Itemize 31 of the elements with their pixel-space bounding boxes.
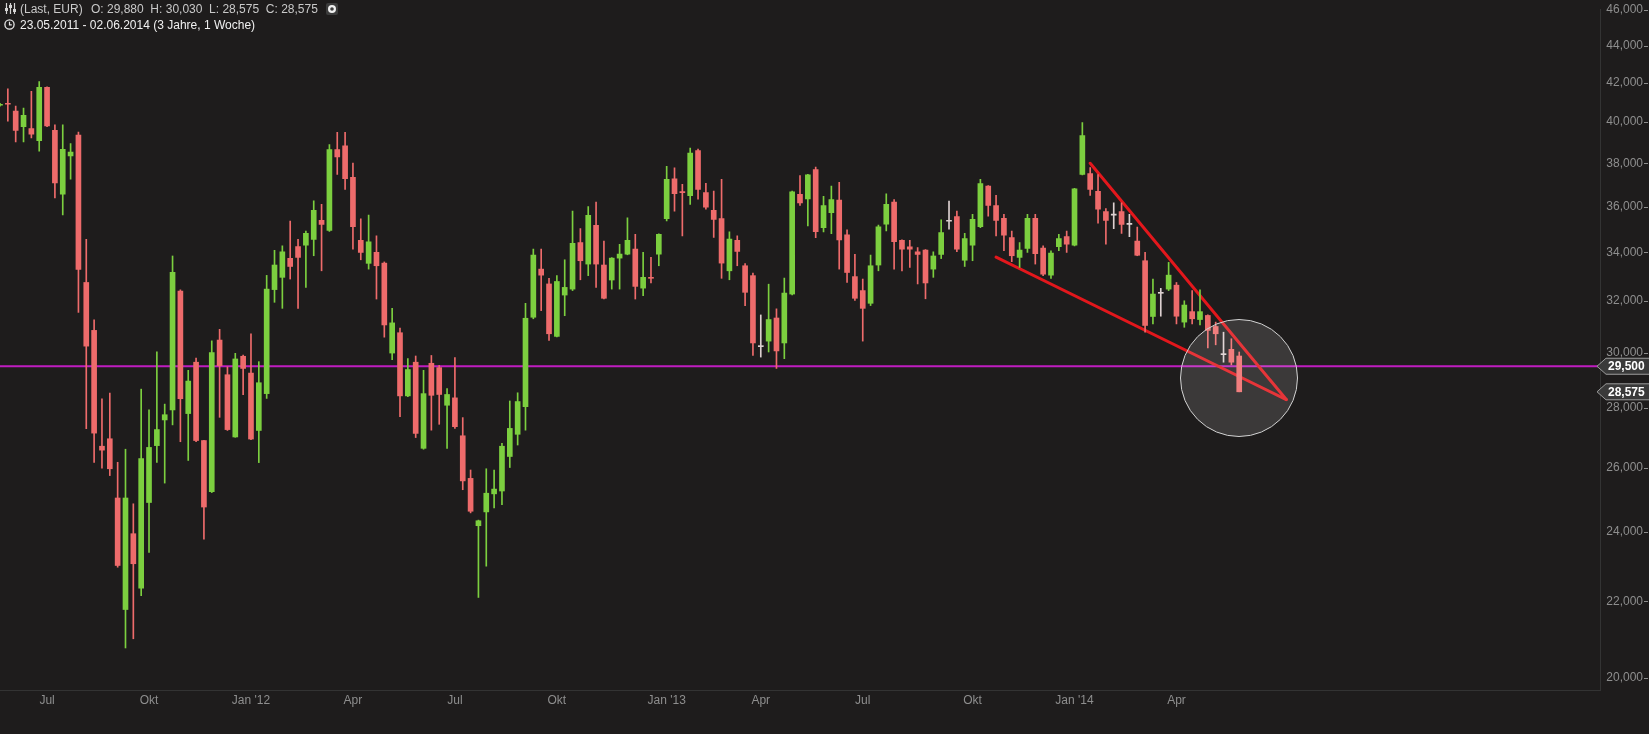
y-tick-label: 20,000 xyxy=(1606,670,1644,685)
y-tick-label: 32,000 xyxy=(1606,293,1644,308)
y-tick-label: 38,000 xyxy=(1606,155,1644,170)
y-tick-label: 30,000 xyxy=(1606,345,1644,360)
y-tick-label: 46,000 xyxy=(1606,2,1644,17)
x-tick-label: Apr xyxy=(1167,692,1186,707)
x-tick-label: Jan '13 xyxy=(647,692,687,707)
x-tick-label: Jan '12 xyxy=(231,692,271,707)
x-tick-label: Okt xyxy=(139,692,160,707)
y-tick-label: 28,000 xyxy=(1606,400,1644,415)
text: 28,575 xyxy=(1608,384,1646,399)
y-tick-label: 36,000 xyxy=(1606,198,1644,213)
x-tick-label: Apr xyxy=(343,692,363,707)
text: 23.05.2011 - 02.06.2014 (3 Jahre, 1 Woche) xyxy=(20,18,256,32)
ref-line-label: 29,500 xyxy=(1608,359,1646,374)
chart-title: (Last, EUR) xyxy=(20,2,83,16)
x-tick-label: Jan '14 xyxy=(1055,692,1094,707)
y-tick-label: 40,000 xyxy=(1606,114,1644,129)
x-tick-label: Jul xyxy=(447,692,463,707)
x-tick-label: Okt xyxy=(547,692,567,707)
y-tick-label: 26,000 xyxy=(1606,459,1644,474)
annotation: O: 29,880 H: 30,030 L: 28,575 C: 28,575 xyxy=(91,2,318,16)
x-tick-label: Jul xyxy=(39,692,55,707)
x-tick-label: Okt xyxy=(963,692,983,707)
y-tick-label: 42,000 xyxy=(1606,75,1644,90)
y-tick-label: 24,000 xyxy=(1606,524,1644,539)
y-tick-label: 22,000 xyxy=(1606,593,1644,608)
x-tick-label: Apr xyxy=(751,692,771,707)
x-tick-label: Jul xyxy=(855,692,871,707)
y-tick-label: 44,000 xyxy=(1606,38,1644,53)
y-tick-label: 34,000 xyxy=(1606,244,1644,259)
